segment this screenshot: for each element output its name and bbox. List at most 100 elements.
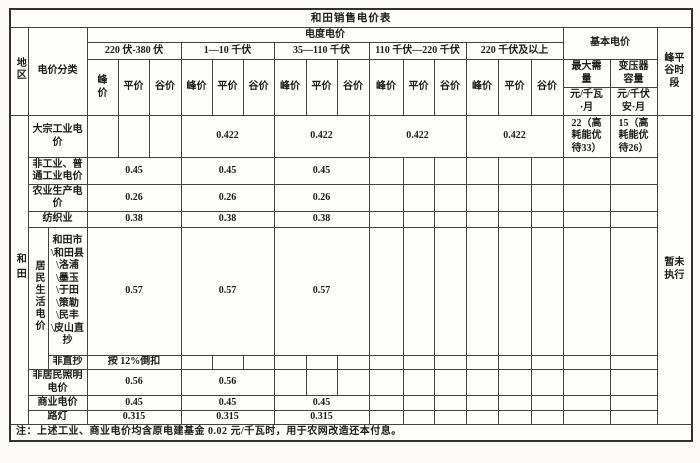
header-basic-price: 基本电价 <box>562 27 658 60</box>
header-peak-2: 峰价 <box>180 59 213 116</box>
cell-heavy-220v-peak <box>86 115 119 158</box>
header-peak-5: 峰价 <box>465 59 499 116</box>
row-label-commercial: 商业电价 <box>27 395 88 411</box>
cell-empty <box>402 227 435 356</box>
row-label-residential-nondirect: 非直抄 <box>47 355 88 370</box>
cell-empty <box>368 227 404 356</box>
cell-empty <box>562 369 611 396</box>
cell-lighting-1-10kv: 0.56 <box>180 369 275 396</box>
header-peak-3: 峰价 <box>273 59 307 116</box>
cell-empty <box>530 395 564 411</box>
cell-empty <box>465 369 499 396</box>
header-energy-price: 电度电价 <box>86 27 564 43</box>
cell-resident-35-110kv: 0.57 <box>273 227 370 356</box>
cell-empty <box>305 355 338 370</box>
footnote: 注：上述工业、商业电价均含原电建基金 0.02 元/千瓦时，用于农网改造还本付息… <box>9 423 693 442</box>
cell-empty <box>433 395 467 411</box>
cell-empty <box>609 157 658 185</box>
header-voltage-220kv-plus: 220 千伏及以上 <box>465 42 564 60</box>
cell-empty <box>368 395 404 411</box>
header-category: 电价分类 <box>27 27 88 116</box>
cell-empty <box>433 211 467 228</box>
header-voltage-220v-380v: 220 伏-380 伏 <box>86 42 182 60</box>
header-voltage-1-10kv: 1—10 千伏 <box>180 42 275 60</box>
cell-empty <box>402 184 435 212</box>
cell-heavy-110-220kv: 0.422 <box>368 115 467 158</box>
row-label-heavy-industry: 大宗工业电价 <box>27 115 88 158</box>
cell-empty <box>609 369 658 396</box>
cell-empty <box>609 227 658 356</box>
cell-empty <box>465 211 499 228</box>
header-flat-3: 平价 <box>305 59 338 116</box>
price-table: 和田销售电价表 地区 电价分类 电度电价 基本电价 峰平谷时段 220 伏-38… <box>9 8 694 442</box>
cell-resident-220v: 0.57 <box>86 227 182 356</box>
cell-empty <box>497 355 532 370</box>
cell-empty <box>368 184 404 212</box>
cell-heavy-220v-flat <box>117 115 150 158</box>
cell-empty <box>305 369 338 396</box>
cell-empty <box>497 157 532 185</box>
cell-empty <box>336 355 370 370</box>
cell-empty <box>368 211 404 228</box>
cell-empty <box>530 184 564 212</box>
header-valley-1: 谷价 <box>148 59 182 116</box>
cell-commercial-35-110kv: 0.45 <box>273 395 370 411</box>
cell-agri-35-110kv: 0.26 <box>273 184 370 212</box>
row-label-non-industry: 非工业、普通工业电价 <box>27 157 88 185</box>
header-flat-1: 平价 <box>117 59 150 116</box>
cell-commercial-220v: 0.45 <box>86 395 182 411</box>
header-voltage-35-110kv: 35—110 千伏 <box>273 42 370 60</box>
row-label-residential-group: 居民生活电价 <box>27 227 49 370</box>
cell-empty <box>433 157 467 185</box>
cell-heavy-max-demand: 22（高耗能优待33） <box>562 115 611 158</box>
cell-agri-1-10kv: 0.26 <box>180 184 275 212</box>
cell-empty <box>368 410 404 425</box>
cell-heavy-1-10kv: 0.422 <box>180 115 275 158</box>
cell-empty <box>465 157 499 185</box>
cell-empty <box>497 369 532 396</box>
cell-empty <box>433 369 467 396</box>
cell-empty <box>402 211 435 228</box>
cell-empty <box>273 355 307 370</box>
cell-heavy-transformer: 15（高耗能优待26） <box>609 115 658 158</box>
row-label-agriculture: 农业生产电价 <box>27 184 88 212</box>
cell-empty <box>465 184 499 212</box>
row-label-textile: 纺织业 <box>27 211 88 228</box>
cell-empty <box>402 369 435 396</box>
cell-empty <box>497 211 532 228</box>
header-peak-1: 峰价 <box>86 59 119 116</box>
cell-nonind-35-110kv: 0.45 <box>273 157 370 185</box>
cell-streetlamp-220v: 0.315 <box>86 410 182 425</box>
table-title: 和田销售电价表 <box>9 8 693 28</box>
cell-empty <box>497 184 532 212</box>
cell-heavy-35-110kv: 0.422 <box>273 115 370 158</box>
cell-streetlamp-35-110kv: 0.315 <box>273 410 370 425</box>
cell-empty <box>497 395 532 411</box>
cell-empty <box>530 369 564 396</box>
cell-empty <box>562 395 611 411</box>
header-flat-4: 平价 <box>402 59 435 116</box>
cell-textile-220v: 0.38 <box>86 211 182 228</box>
cell-empty <box>562 211 611 228</box>
cell-empty <box>433 227 467 356</box>
header-max-demand: 最大需量 <box>562 59 611 88</box>
cell-textile-1-10kv: 0.38 <box>180 211 275 228</box>
cell-empty <box>465 355 499 370</box>
cell-nonind-1-10kv: 0.45 <box>180 157 275 185</box>
row-label-lighting: 非居民照明电价 <box>27 369 88 396</box>
cell-commercial-1-10kv: 0.45 <box>180 395 275 411</box>
cell-empty <box>336 369 370 396</box>
cell-nondirect-220v: 按 12%倒扣 <box>86 355 182 370</box>
header-region: 地区 <box>9 27 29 116</box>
cell-empty <box>368 369 404 396</box>
cell-empty <box>562 184 611 212</box>
cell-empty <box>433 184 467 212</box>
cell-empty <box>402 395 435 411</box>
header-flat-2: 平价 <box>211 59 244 116</box>
row-label-residential-direct: 和田市\和田县\洛浦\墨玉\于田\策勒\民丰\皮山直抄 <box>47 227 88 356</box>
header-peak-4: 峰价 <box>368 59 404 116</box>
cell-empty <box>433 355 467 370</box>
cell-empty <box>562 227 611 356</box>
cell-empty <box>530 211 564 228</box>
cell-empty <box>562 355 611 370</box>
